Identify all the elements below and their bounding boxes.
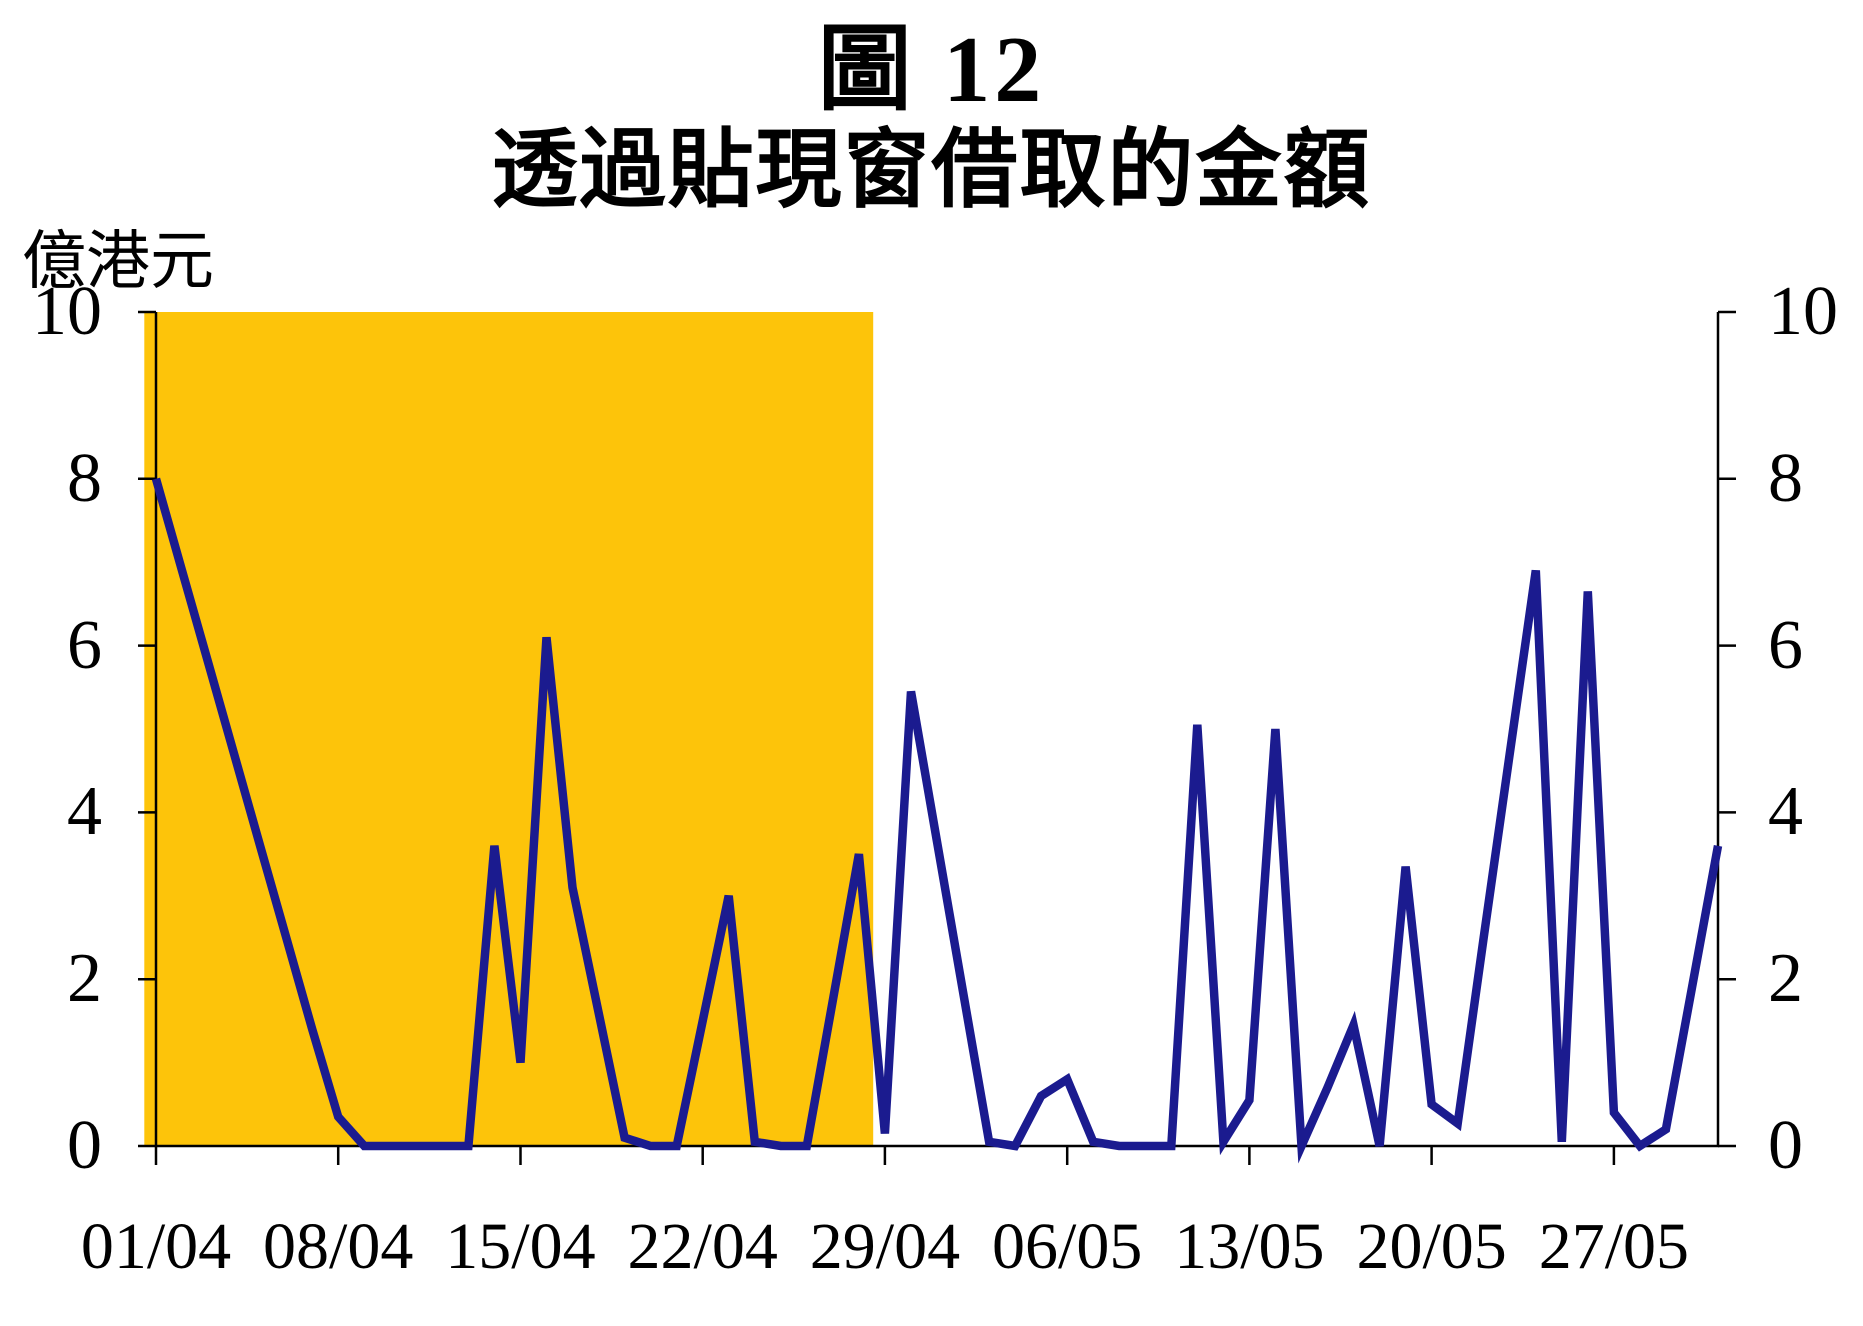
x-axis-label: 13/05 <box>1174 1210 1325 1283</box>
x-axis-label: 22/04 <box>627 1210 778 1283</box>
x-axis-label: 29/04 <box>809 1210 961 1283</box>
x-axis-label: 08/04 <box>263 1210 414 1283</box>
plot-area <box>138 310 1736 1165</box>
x-axis-label: 15/04 <box>445 1210 596 1283</box>
x-axis-label: 01/04 <box>80 1210 232 1283</box>
y-axis-label-left: 6 <box>67 606 102 684</box>
y-axis-label-right: 8 <box>1768 439 1803 517</box>
y-axis-label-left: 0 <box>67 1107 102 1184</box>
data-line <box>151 477 1723 1164</box>
y-axis-label-right: 6 <box>1768 606 1803 684</box>
axes-frame <box>154 312 1720 1148</box>
y-axis-label-left: 4 <box>67 773 102 851</box>
y-axis-label-right: 0 <box>1768 1107 1803 1184</box>
chart-subtitle: 透過貼現窗借取的金額 <box>491 122 1372 218</box>
y-axis-label-left: 10 <box>32 273 102 350</box>
x-axis-label: 20/05 <box>1356 1210 1507 1283</box>
y-axis-label-left: 8 <box>67 439 102 517</box>
y-axis-label-right: 10 <box>1768 273 1838 350</box>
chart-canvas <box>138 310 1736 1165</box>
y-axis-label-right: 4 <box>1768 773 1803 851</box>
x-axis-label: 27/05 <box>1538 1210 1690 1283</box>
y-axis-label-left: 2 <box>67 940 102 1018</box>
y-axis-unit-label: 億港元 <box>22 226 214 297</box>
highlight-band <box>144 312 874 1146</box>
y-axis-label-right: 2 <box>1768 940 1803 1018</box>
x-axis-label: 06/05 <box>991 1210 1143 1283</box>
chart-title: 圖 12 <box>817 18 1046 122</box>
